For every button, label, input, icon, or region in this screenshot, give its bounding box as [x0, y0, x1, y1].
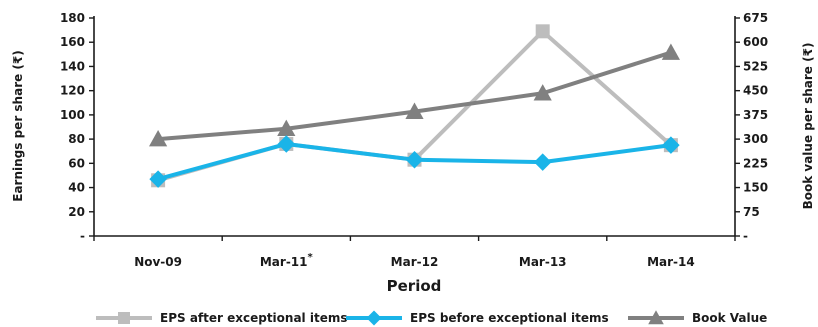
data-point-book-value: [149, 130, 168, 147]
right-y-tick-label: 525: [743, 59, 768, 73]
x-tick-label: Nov-09: [134, 255, 182, 269]
left-y-tick-label: 180: [60, 11, 85, 25]
legend-item-eps-before-exceptional-items: EPS before exceptional items: [346, 310, 609, 326]
data-point-eps-before-exceptional-items: [277, 135, 296, 153]
right-y-tick-label: 450: [743, 84, 768, 98]
data-point-eps-before-exceptional-items: [405, 150, 424, 169]
right-y-tick-label: 375: [743, 108, 768, 122]
left-y-axis-title: Earnings per share (₹): [11, 50, 25, 201]
legend-item-book-value: Book Value: [628, 310, 767, 325]
right-y-axis-title: Book value per share (₹): [801, 43, 815, 210]
left-y-tick-label: 160: [60, 35, 85, 49]
series-layer: [149, 24, 680, 188]
data-point-book-value: [661, 43, 680, 60]
right-y-tick-label: 75: [743, 205, 760, 219]
x-axis-title: Period: [387, 277, 442, 295]
right-y-tick-label: 600: [743, 35, 768, 49]
x-tick-labels: Nov-09 Mar-11* Mar-12 Mar-13 Mar-14: [93, 236, 736, 269]
data-point-eps-before-exceptional-items: [533, 153, 552, 171]
legend-label: EPS after exceptional items: [160, 311, 347, 325]
legend-swatch-marker: [118, 312, 130, 324]
left-y-tick-label: 40: [68, 181, 85, 195]
left-y-tick-label: 60: [68, 156, 85, 170]
data-point-book-value: [405, 102, 424, 119]
right-y-tick-labels: - 75 150 225 300 375 450 525 600 675: [735, 11, 768, 243]
legend-label: Book Value: [692, 311, 767, 325]
left-y-tick-labels: - 20 40 60 80 100 120 140 160 180: [60, 11, 94, 243]
left-y-tick-label: 20: [68, 205, 85, 219]
series-eps-before-exceptional-items: [149, 135, 680, 188]
left-y-tick-label: 100: [60, 108, 85, 122]
right-y-tick-label: 225: [743, 156, 768, 170]
right-y-axis: - 75 150 225 300 375 450 525 600 675 Book value p…: [734, 11, 815, 243]
right-y-tick-label: -: [743, 229, 748, 243]
right-y-tick-label: 300: [743, 132, 768, 146]
x-tick-label: Mar-12: [391, 255, 439, 269]
legend-item-eps-after-exceptional-items: EPS after exceptional items: [96, 311, 347, 325]
series-book-value: [149, 43, 680, 147]
x-tick-label: Mar-11*: [260, 252, 314, 269]
left-y-tick-label: -: [80, 229, 85, 243]
x-tick-label: Mar-14: [647, 255, 695, 269]
data-point-eps-before-exceptional-items: [149, 170, 167, 188]
x-axis: Nov-09 Mar-11* Mar-12 Mar-13 Mar-14 Period: [93, 235, 736, 295]
data-point-eps-after-exceptional-items: [535, 24, 550, 39]
left-y-tick-label: 120: [60, 84, 85, 98]
legend: EPS after exceptional items EPS before ex…: [96, 310, 767, 326]
legend-swatch-marker: [648, 310, 664, 325]
right-y-tick-label: 150: [743, 181, 768, 195]
legend-swatch-marker: [366, 310, 382, 326]
right-y-tick-label: 675: [743, 11, 768, 25]
data-point-book-value: [533, 84, 552, 101]
left-y-tick-label: 140: [60, 59, 85, 73]
series-line-book-value: [157, 50, 672, 142]
legend-label: EPS before exceptional items: [410, 311, 609, 325]
left-y-tick-label: 80: [68, 132, 85, 146]
data-point-book-value: [277, 119, 296, 137]
x-tick-label: Mar-13: [519, 255, 567, 269]
data-point-eps-before-exceptional-items: [662, 136, 680, 154]
left-y-axis: - 20 40 60 80 100 120 140 160 180 Earnings per sh…: [11, 11, 95, 243]
